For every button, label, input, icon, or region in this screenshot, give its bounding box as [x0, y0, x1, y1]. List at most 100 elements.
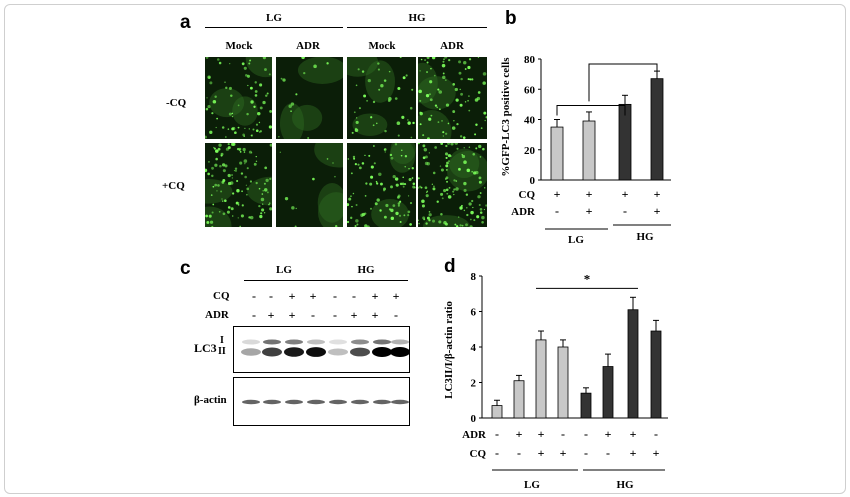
punctum — [265, 178, 269, 183]
condition-sign: + — [350, 308, 358, 322]
bar — [650, 330, 662, 419]
significance-brackets — [556, 63, 658, 116]
punctum — [238, 202, 240, 204]
punctum — [455, 225, 459, 227]
punctum — [354, 128, 359, 132]
punctum — [448, 186, 451, 189]
punctum — [261, 193, 264, 195]
punctum — [238, 147, 242, 151]
fluorescence-image — [205, 57, 272, 139]
punctum — [445, 178, 447, 180]
punctum — [248, 216, 251, 219]
punctum — [247, 84, 249, 87]
punctum — [443, 189, 447, 193]
punctum — [418, 143, 420, 145]
lc3-band-i-label: I — [220, 335, 224, 346]
punctum — [232, 143, 236, 146]
punctum — [419, 99, 422, 102]
y-tick-label: 40 — [524, 115, 536, 127]
punctum — [451, 126, 456, 130]
cell — [245, 57, 272, 78]
punctum — [221, 126, 225, 129]
punctum — [441, 197, 444, 200]
punctum — [458, 60, 462, 64]
punctum — [432, 171, 436, 175]
lc3-i-band — [242, 339, 260, 345]
punctum — [347, 203, 350, 207]
condition-sign: + — [516, 427, 523, 441]
punctum — [436, 200, 439, 203]
punctum — [240, 172, 244, 175]
punctum — [422, 144, 426, 148]
actin-band — [329, 399, 347, 405]
punctum — [454, 87, 458, 92]
punctum — [447, 195, 452, 199]
punctum — [263, 212, 266, 214]
punctum — [248, 128, 250, 130]
punctum — [464, 101, 467, 103]
punctum — [476, 215, 480, 219]
condition-sign: - — [394, 308, 398, 322]
punctum — [421, 199, 425, 204]
punctum — [464, 68, 467, 70]
punctum — [463, 209, 466, 212]
condition-sign: + — [538, 446, 545, 460]
lc3-ii-band — [372, 347, 392, 357]
punctum — [409, 223, 412, 226]
punctum — [461, 154, 466, 159]
cell — [389, 143, 416, 173]
punctum — [432, 187, 436, 191]
punctum — [440, 143, 444, 145]
punctum — [269, 143, 272, 147]
punctum — [265, 94, 268, 97]
punctum — [312, 177, 315, 181]
punctum — [228, 86, 232, 90]
condition-sign: - — [606, 446, 610, 460]
punctum — [262, 100, 266, 105]
punctum — [231, 115, 234, 118]
punctum — [268, 203, 270, 206]
punctum — [444, 79, 447, 81]
punctum — [407, 119, 409, 121]
punctum — [468, 202, 472, 206]
punctum — [231, 127, 235, 131]
punctum — [268, 125, 272, 129]
punctum — [241, 190, 243, 193]
condition-sign: + — [538, 427, 545, 441]
punctum — [377, 62, 380, 65]
punctum — [460, 77, 463, 81]
punctum — [418, 89, 422, 94]
punctum — [431, 57, 436, 60]
punctum — [205, 57, 209, 59]
panel-label-b: b — [505, 8, 517, 29]
punctum — [225, 136, 227, 138]
punctum — [294, 225, 297, 227]
punctum — [426, 137, 430, 139]
fluorescence-image — [347, 143, 416, 227]
punctum — [264, 166, 268, 170]
punctum — [249, 215, 254, 220]
punctum — [235, 201, 239, 205]
row-label-actin: β-actin — [194, 394, 227, 406]
micrograph-hg-adr-minus-cq — [418, 57, 487, 139]
punctum — [398, 214, 402, 217]
punctum — [350, 216, 353, 220]
punctum — [419, 70, 421, 72]
punctum — [444, 132, 448, 135]
punctum — [447, 143, 451, 145]
group-label-hg: HG — [357, 264, 375, 276]
punctum — [249, 86, 253, 90]
punctum — [424, 186, 428, 190]
punctum — [405, 74, 408, 77]
punctum — [375, 180, 378, 183]
punctum — [394, 143, 398, 146]
punctum — [471, 78, 474, 81]
punctum — [483, 111, 487, 115]
punctum — [356, 223, 359, 226]
punctum — [467, 65, 471, 70]
punctum — [242, 147, 246, 152]
condition-sign: - — [495, 427, 499, 441]
punctum — [376, 122, 378, 125]
punctum — [479, 156, 482, 158]
punctum — [206, 97, 208, 99]
